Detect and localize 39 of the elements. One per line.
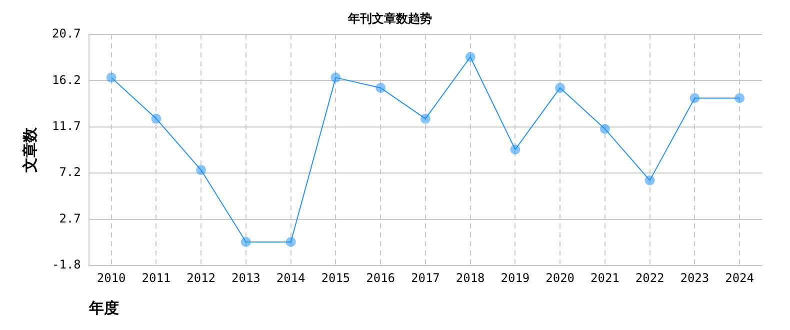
y-tick-label: 16.2 (52, 72, 81, 87)
chart-title: 年刊文章数趋势 (347, 11, 432, 26)
x-tick-label: 2019 (500, 270, 530, 285)
x-tick-label: 2015 (321, 270, 350, 285)
point (510, 144, 520, 154)
point (151, 114, 162, 124)
y-tick-label: 2.7 (59, 211, 81, 226)
point (555, 82, 566, 93)
x-tick-label: 2023 (680, 270, 710, 285)
y-tick-label: -1.8 (52, 258, 81, 272)
x-tick-label: 2011 (142, 270, 171, 285)
x-tick-label: 2016 (366, 270, 396, 285)
point (240, 236, 251, 247)
point (376, 82, 386, 93)
x-tick-label: 2018 (456, 270, 485, 285)
point (330, 72, 341, 83)
x-tick-label: 2010 (96, 270, 126, 285)
x-axis-title: 年度 (88, 298, 119, 317)
y-axis-title: 文章数 (20, 126, 39, 174)
x-tick-label: 2024 (725, 270, 754, 285)
y-tick-label: 11.7 (52, 119, 81, 134)
x-tick-label: 2013 (232, 270, 260, 285)
x-tick-label: 2022 (635, 270, 664, 285)
point (690, 93, 700, 104)
point (420, 114, 430, 124)
x-tick-label: 2017 (410, 270, 440, 285)
point (734, 93, 745, 104)
x-tick-label: 2012 (186, 270, 216, 285)
point (196, 165, 206, 176)
point (106, 72, 116, 83)
x-tick-label: 2014 (276, 270, 306, 285)
x-tick-label: 2020 (546, 270, 575, 285)
point (286, 236, 296, 247)
x-tick-label: 2021 (590, 270, 620, 285)
point (644, 175, 655, 186)
point (600, 124, 610, 134)
y-tick-label: 7.2 (59, 165, 81, 180)
point (465, 52, 476, 62)
y-tick-label: 20.7 (52, 26, 81, 41)
